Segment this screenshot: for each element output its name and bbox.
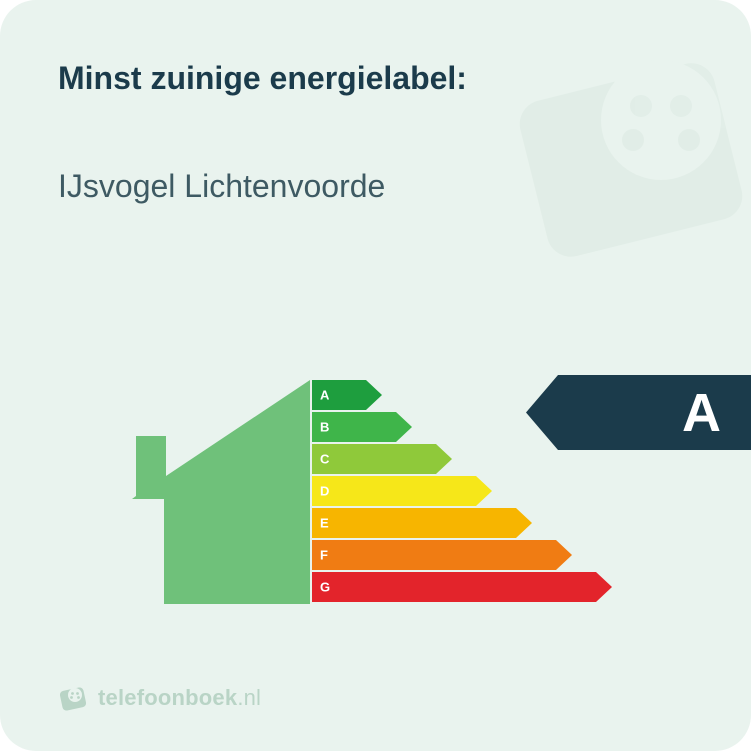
energy-bar-label: B [320,420,329,435]
energy-label-card: Minst zuinige energielabel: IJsvogel Lic… [0,0,751,751]
card-title: Minst zuinige energielabel: [58,60,467,97]
energy-bar-g: G [312,572,612,602]
card-subtitle: IJsvogel Lichtenvoorde [58,168,385,205]
energy-bar-label: C [320,452,329,467]
energy-bar-label: D [320,484,329,499]
watermark-icon [511,20,751,280]
house-icon [132,380,310,609]
rating-badge-letter: A [682,382,721,444]
energy-bar-f: F [312,540,612,570]
footer-logo-icon [58,683,88,713]
footer: telefoonboek.nl [58,683,261,713]
energy-bar-label: A [320,388,329,403]
energy-bar-label: F [320,548,328,563]
energy-bar-d: D [312,476,612,506]
rating-badge: A [526,375,751,450]
energy-bar-e: E [312,508,612,538]
footer-brand-light: .nl [237,685,261,710]
footer-brand-text: telefoonboek.nl [98,685,261,711]
footer-brand-bold: telefoonboek [98,685,237,710]
energy-bar-label: E [320,516,329,531]
energy-bar-label: G [320,580,330,595]
